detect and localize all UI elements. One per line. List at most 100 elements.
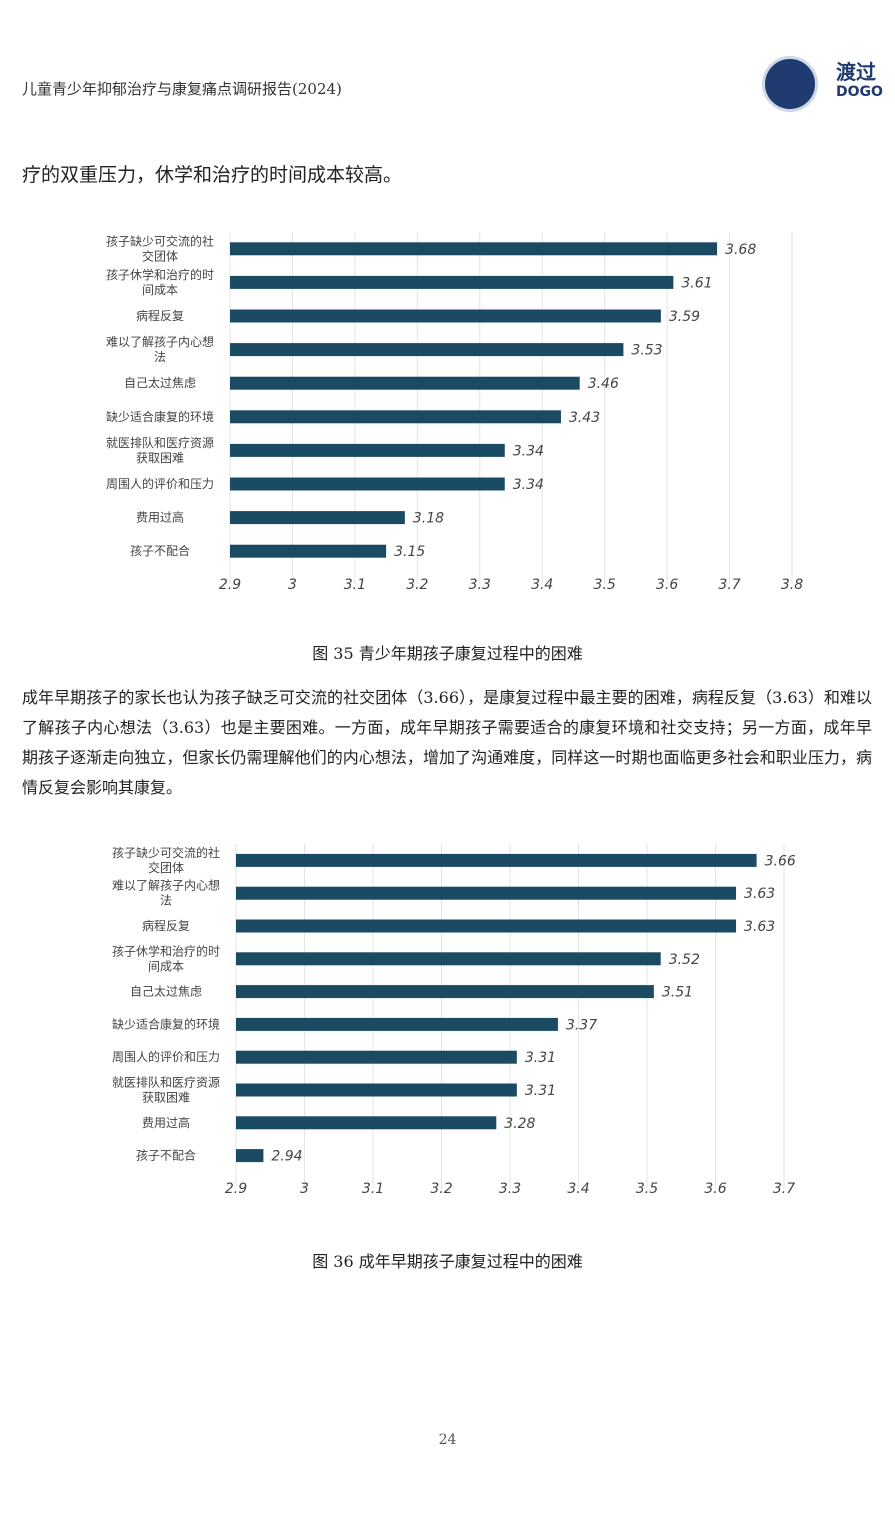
tick-label: 3.4: [567, 1181, 589, 1197]
tick-label: 3.6: [656, 577, 678, 593]
body-paragraph: 成年早期孩子的家长也认为孩子缺乏可交流的社交团体（3.66），是康复过程中最主要…: [22, 688, 872, 797]
data-label: 3.66: [765, 853, 796, 869]
data-label: 3.63: [744, 919, 775, 935]
category-label: 病程反复: [136, 308, 184, 323]
tick-label: 3.7: [773, 1181, 795, 1197]
bar: [236, 853, 757, 867]
bar: [236, 1116, 497, 1130]
category-label: 难以了解孩子内心想: [112, 878, 220, 893]
category-label: 孩子缺少可交流的社: [112, 845, 220, 860]
logo-text: 渡过: [836, 60, 876, 84]
tick-label: 3.8: [781, 577, 803, 593]
category-label: 周围人的评价和压力: [106, 476, 214, 491]
bar: [230, 242, 718, 256]
tick-label: 3.2: [406, 577, 428, 593]
data-label: 3.37: [566, 1017, 597, 1033]
category-label: 交团体: [142, 248, 178, 263]
bar: [236, 1083, 517, 1097]
tick-label: 3.6: [704, 1181, 726, 1197]
tick-label: 3.4: [531, 577, 553, 593]
tick-label: 3.3: [499, 1181, 521, 1197]
chart-36: 3.66 孩子缺少可交流的社 交团体 3.63 难以了解孩子内心想法 3.63 病程反复 3.…: [0, 832, 895, 1207]
tick-label: 3.7: [718, 577, 740, 593]
category-label: 缺少适合康复的环境: [106, 409, 214, 424]
dogo-logo: 渡过 DOGO: [762, 56, 887, 116]
data-label: 3.63: [744, 886, 775, 902]
category-label: 缺少适合康复的环境: [112, 1016, 220, 1031]
category-label: 交团体: [148, 860, 184, 875]
data-label: 3.15: [394, 544, 425, 560]
data-label: 3.52: [669, 952, 700, 968]
data-label: 3.34: [513, 477, 544, 493]
tick-label: 3.3: [469, 577, 491, 593]
category-label: 孩子缺少可交流的社: [106, 233, 214, 248]
category-label: 法: [160, 894, 172, 908]
category-label: 获取困难: [136, 451, 184, 465]
category-label: 法: [154, 350, 166, 364]
bar: [236, 1017, 558, 1031]
category-label: 费用过高: [142, 1115, 190, 1130]
data-label: 3.53: [631, 343, 662, 359]
tick-label: 3.5: [636, 1181, 658, 1197]
bar: [230, 443, 505, 457]
chart-36-svg: 3.66孩子缺少可交流的社交团体3.63难以了解孩子内心想法3.63病程反复3.…: [112, 844, 796, 1197]
data-label: 3.43: [569, 410, 600, 426]
bar: [230, 376, 580, 390]
data-label: 3.34: [513, 443, 544, 459]
category-label: 获取困难: [142, 1091, 190, 1105]
category-label: 自己太过焦虑: [130, 984, 202, 999]
category-label: 孩子休学和治疗的时: [112, 943, 220, 958]
bar: [236, 919, 737, 933]
category-label: 孩子不配合: [130, 543, 190, 558]
body-text-continuation: 疗的双重压力，休学和治疗的时间成本较高。: [22, 164, 403, 186]
bar: [230, 410, 561, 424]
data-label: 3.68: [725, 242, 756, 258]
bar: [230, 309, 661, 323]
tick-label: 3.1: [362, 1181, 384, 1197]
bar: [230, 343, 624, 357]
logo-subtext: DOGO: [836, 84, 883, 100]
tick-label: 3.5: [594, 577, 616, 593]
tick-label: 3: [300, 1181, 309, 1197]
data-label: 3.51: [662, 985, 693, 1001]
tick-label: 2.9: [219, 577, 241, 593]
category-label: 间成本: [148, 959, 184, 973]
data-label: 3.46: [588, 376, 619, 392]
category-label: 就医排队和医疗资源: [112, 1075, 220, 1090]
bar: [236, 886, 737, 900]
category-label: 周围人的评价和压力: [112, 1049, 220, 1064]
bar: [230, 511, 405, 525]
category-label: 难以了解孩子内心想: [106, 334, 214, 349]
tick-label: 2.9: [225, 1181, 247, 1197]
category-label: 孩子不配合: [136, 1148, 196, 1163]
data-label: 3.61: [681, 275, 712, 291]
chart-35: 3.68 孩子缺少可交流的社 交团体 3.61 孩子休学和治疗的时 间成本 3.59 病程反复…: [0, 222, 895, 607]
category-label: 病程反复: [142, 918, 190, 933]
data-label: 2.94: [271, 1149, 302, 1165]
data-label: 3.18: [413, 511, 444, 527]
category-label: 间成本: [142, 283, 178, 297]
figure-36-caption: 图 36 成年早期孩子康复过程中的困难: [312, 1252, 583, 1271]
bar: [230, 477, 505, 491]
bar: [230, 544, 387, 558]
data-label: 3.31: [525, 1050, 556, 1066]
category-label: 费用过高: [136, 510, 184, 525]
logo-emblem-icon: [762, 56, 818, 112]
data-label: 3.59: [669, 309, 700, 325]
bar: [236, 985, 654, 999]
bar: [236, 952, 661, 966]
data-label: 3.28: [504, 1116, 535, 1132]
category-label: 自己太过焦虑: [124, 375, 196, 390]
bar: [230, 275, 674, 289]
report-title: 儿童青少年抑郁治疗与康复痛点调研报告(2024): [22, 80, 342, 98]
category-label: 孩子休学和治疗的时: [106, 267, 214, 282]
page-number: 24: [438, 1432, 457, 1448]
figure-35-caption: 图 35 青少年期孩子康复过程中的困难: [312, 644, 583, 663]
tick-label: 3.2: [430, 1181, 452, 1197]
category-label: 就医排队和医疗资源: [106, 435, 214, 450]
tick-label: 3: [288, 577, 297, 593]
data-label: 3.31: [525, 1083, 556, 1099]
bar: [236, 1149, 264, 1163]
tick-label: 3.1: [344, 577, 366, 593]
